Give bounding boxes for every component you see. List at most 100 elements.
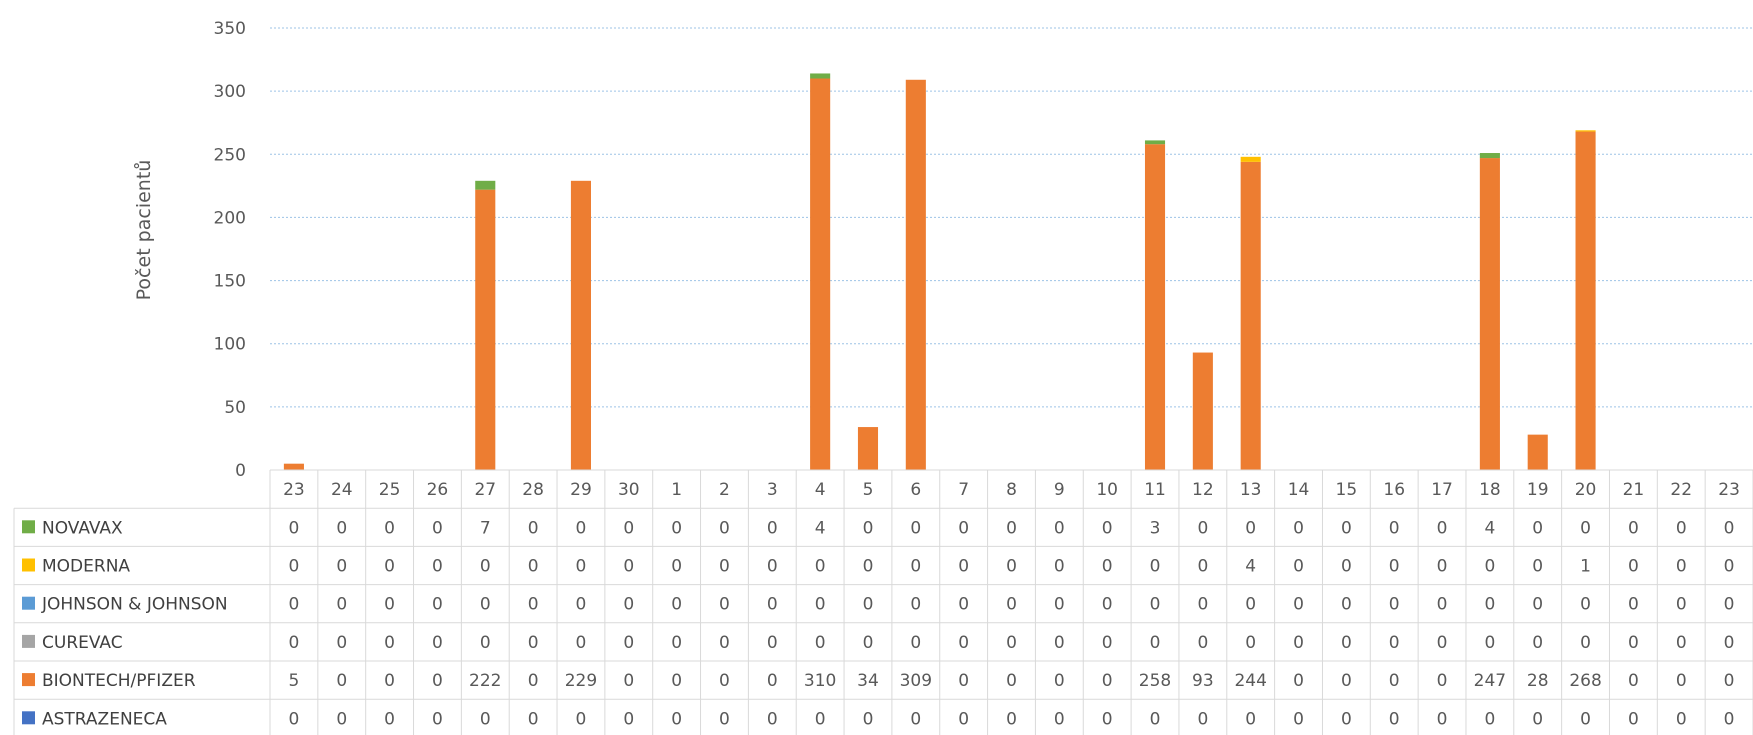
data-label: 0 [719, 518, 730, 538]
data-label: 0 [958, 518, 969, 538]
bar-moderna-20 [1240, 156, 1261, 162]
data-label: 0 [1580, 633, 1591, 653]
x-tick-label: 7 [958, 480, 969, 500]
data-label: 0 [1389, 518, 1400, 538]
data-table: 23 24 25 26 27 28 29 30 1 2 3 4 5 6 7 8 9 10 11 12 13 14 15 16 1… [13, 469, 1753, 735]
data-label: 0 [1724, 633, 1735, 653]
data-label: 0 [1484, 557, 1495, 577]
data-label: 4 [815, 518, 826, 538]
data-label: 0 [480, 633, 491, 653]
data-label: 0 [336, 595, 347, 615]
data-label: 247 [1474, 671, 1506, 691]
data-label: 0 [576, 709, 587, 729]
data-label: 0 [1102, 518, 1113, 538]
data-label: 0 [1006, 595, 1017, 615]
bar-novavax-11 [810, 73, 831, 79]
data-label: 0 [1676, 709, 1687, 729]
data-label: 0 [863, 633, 874, 653]
y-tick-label: 100 [214, 335, 246, 355]
data-label: 0 [1341, 595, 1352, 615]
data-label: 0 [432, 518, 443, 538]
data-label: 0 [1532, 518, 1543, 538]
data-label: 0 [336, 633, 347, 653]
data-label: 0 [1245, 633, 1256, 653]
x-tick-label: 16 [1383, 480, 1405, 500]
data-label: 0 [910, 709, 921, 729]
data-label: 0 [1341, 709, 1352, 729]
data-label: 0 [1628, 518, 1639, 538]
data-label: 1 [1580, 557, 1591, 577]
data-label: 0 [1293, 557, 1304, 577]
data-label: 0 [1580, 518, 1591, 538]
data-label: 0 [1437, 671, 1448, 691]
data-label: 0 [910, 595, 921, 615]
data-label: 0 [1150, 709, 1161, 729]
data-label: 0 [1532, 633, 1543, 653]
x-tick-label: 23 [283, 480, 305, 500]
data-label: 229 [565, 671, 597, 691]
data-label: 0 [671, 671, 682, 691]
x-tick-label: 3 [767, 480, 778, 500]
data-label: 0 [1437, 709, 1448, 729]
data-label: 4 [1484, 518, 1495, 538]
y-tick-label: 250 [214, 145, 246, 165]
data-label: 0 [1532, 595, 1543, 615]
x-tick-label: 23 [1718, 480, 1740, 500]
data-label: 0 [1676, 595, 1687, 615]
legend-label: JOHNSON & JOHNSON [41, 595, 228, 615]
data-label: 0 [623, 557, 634, 577]
data-label: 0 [336, 709, 347, 729]
data-label: 0 [528, 633, 539, 653]
data-label: 0 [1628, 633, 1639, 653]
data-label: 0 [863, 709, 874, 729]
data-label: 0 [528, 595, 539, 615]
bar-novavax-4 [475, 180, 496, 190]
y-tick-label: 200 [214, 208, 246, 228]
data-label: 0 [863, 595, 874, 615]
data-label: 0 [910, 633, 921, 653]
data-label: 0 [432, 709, 443, 729]
bar-biontech-pfizer-12 [857, 427, 879, 470]
data-label: 0 [671, 595, 682, 615]
data-label: 0 [1341, 518, 1352, 538]
bar-novavax-25 [1479, 153, 1500, 159]
data-label: 0 [1389, 671, 1400, 691]
data-label: 0 [1437, 595, 1448, 615]
legend-label: ASTRAZENECA [42, 709, 167, 729]
data-label: 0 [1628, 557, 1639, 577]
data-label: 258 [1139, 671, 1171, 691]
data-label: 0 [1341, 633, 1352, 653]
data-label: 0 [671, 518, 682, 538]
data-label: 244 [1234, 671, 1266, 691]
data-label: 0 [1532, 709, 1543, 729]
data-label: 0 [1628, 671, 1639, 691]
data-label: 0 [623, 709, 634, 729]
data-label: 0 [1054, 518, 1065, 538]
data-label: 0 [1197, 518, 1208, 538]
data-label: 0 [1102, 557, 1113, 577]
data-label: 0 [1006, 557, 1017, 577]
bar-novavax-18 [1144, 140, 1166, 145]
data-label: 0 [576, 557, 587, 577]
legend-swatch [22, 596, 35, 610]
data-label: 0 [480, 709, 491, 729]
y-tick-label: 0 [235, 461, 246, 481]
data-label: 0 [1389, 633, 1400, 653]
data-label: 0 [432, 557, 443, 577]
data-label: 0 [1724, 709, 1735, 729]
data-label: 0 [958, 595, 969, 615]
data-label: 0 [1006, 671, 1017, 691]
x-tick-label: 30 [618, 480, 640, 500]
data-label: 0 [480, 595, 491, 615]
data-label: 0 [432, 633, 443, 653]
data-label: 0 [1245, 518, 1256, 538]
x-tick-label: 6 [910, 480, 921, 500]
data-label: 0 [1484, 595, 1495, 615]
data-label: 4 [1245, 557, 1256, 577]
data-label: 310 [804, 671, 836, 691]
data-label: 0 [958, 633, 969, 653]
data-label: 0 [1197, 709, 1208, 729]
data-label: 0 [576, 518, 587, 538]
data-label: 0 [1676, 557, 1687, 577]
